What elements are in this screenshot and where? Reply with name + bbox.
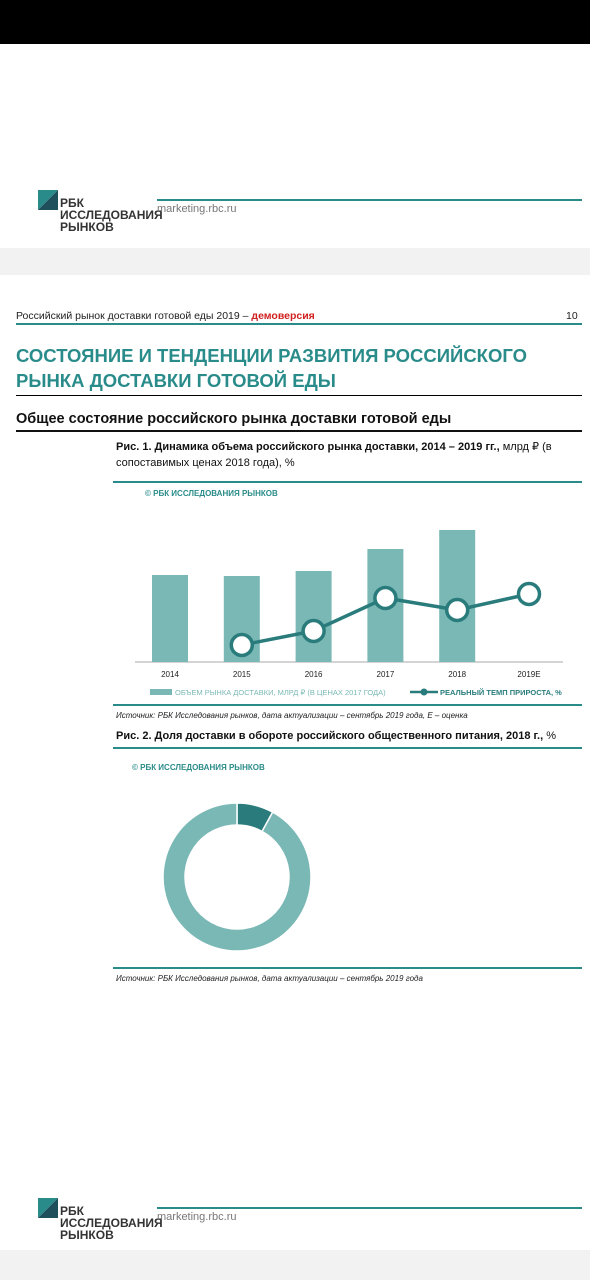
status-bar <box>0 0 590 44</box>
point <box>229 632 255 658</box>
figure-caption: Рис. 1. Динамика объема российского рынк… <box>116 439 576 471</box>
legend-label: РЕАЛЬНЫЙ ТЕМП ПРИРОСТА, % <box>440 688 562 697</box>
x-tick-label: 2015 <box>233 670 251 679</box>
bar <box>295 571 332 662</box>
logo-text: ИССЛЕДОВАНИЯ <box>60 208 163 222</box>
running-head-text: Российский рынок доставки готовой еды 20… <box>16 310 252 322</box>
x-tick-label: 2019E <box>517 670 540 679</box>
point <box>444 597 470 623</box>
watermark: © РБК ИССЛЕДОВАНИЯ РЫНКОВ <box>145 489 278 498</box>
point <box>301 618 326 644</box>
chart: © РБК ИССЛЕДОВАНИЯ РЫНКОВ 2014 2015 2016 201… <box>135 489 563 697</box>
page-sheet <box>0 275 590 1250</box>
logo-text: РБК <box>60 196 84 210</box>
logo-text: РЫНКОВ <box>60 1228 114 1242</box>
bar <box>152 575 188 662</box>
source: Источник: РБК Исследования рынков, дата … <box>116 974 423 983</box>
legend-swatch <box>420 688 428 696</box>
logo-icon <box>38 1198 58 1218</box>
point <box>516 581 542 607</box>
legend-label: ОБЪЕМ РЫНКА ДОСТАВКИ, МЛРД ₽ (В ЦЕНАХ 20… <box>175 688 386 697</box>
rule <box>113 747 582 749</box>
point <box>373 585 398 611</box>
pie-slice <box>162 802 312 952</box>
running-head: Российский рынок доставки готовой еды 20… <box>16 310 315 322</box>
rule <box>113 967 582 969</box>
rule <box>16 323 582 325</box>
rule <box>157 1207 582 1209</box>
page-number: 10 <box>566 310 578 322</box>
site-url: marketing.rbc.ru <box>157 203 237 215</box>
bar <box>439 530 476 662</box>
caption-bold: Рис. 1. Динамика объема российского рынк… <box>116 441 500 453</box>
x-tick-label: 2014 <box>161 670 179 679</box>
rule <box>16 430 582 432</box>
x-tick-label: 2016 <box>305 670 323 679</box>
rule <box>157 199 582 201</box>
rule <box>113 704 582 706</box>
caption-units: % <box>543 730 556 742</box>
figure-caption: Рис. 2. Доля доставки в обороте российск… <box>116 730 586 742</box>
caption-bold: Рис. 2. Доля доставки в обороте российск… <box>116 730 544 742</box>
rule <box>113 481 582 483</box>
logo-text: РБК <box>60 1204 84 1218</box>
source: Источник: РБК Исследования рынков, дата … <box>116 711 468 720</box>
logo-text: РЫНКОВ <box>60 220 114 234</box>
site-url: marketing.rbc.ru <box>157 1211 237 1223</box>
section-heading: Общее состояние российского рынка достав… <box>16 411 452 427</box>
legend-swatch <box>150 689 172 695</box>
title: СОСТОЯНИЕ И ТЕНДЕНЦИИ РАЗВИТИЯ РОССИЙСКО… <box>16 345 527 391</box>
logo-icon <box>38 190 58 210</box>
rule <box>16 395 582 396</box>
logo-text: ИССЛЕДОВАНИЯ <box>60 1216 163 1230</box>
demo-label: демоверсия <box>251 310 315 322</box>
chart: © РБК ИССЛЕДОВАНИЯ РЫНКОВ <box>132 763 312 952</box>
watermark: © РБК ИССЛЕДОВАНИЯ РЫНКОВ <box>132 763 265 772</box>
x-tick-label: 2017 <box>377 670 395 679</box>
x-tick-label: 2018 <box>448 670 466 679</box>
page-top <box>0 44 590 248</box>
caption-units: млрд ₽ (в сопоставимых ценах 2018 года),… <box>116 441 552 469</box>
